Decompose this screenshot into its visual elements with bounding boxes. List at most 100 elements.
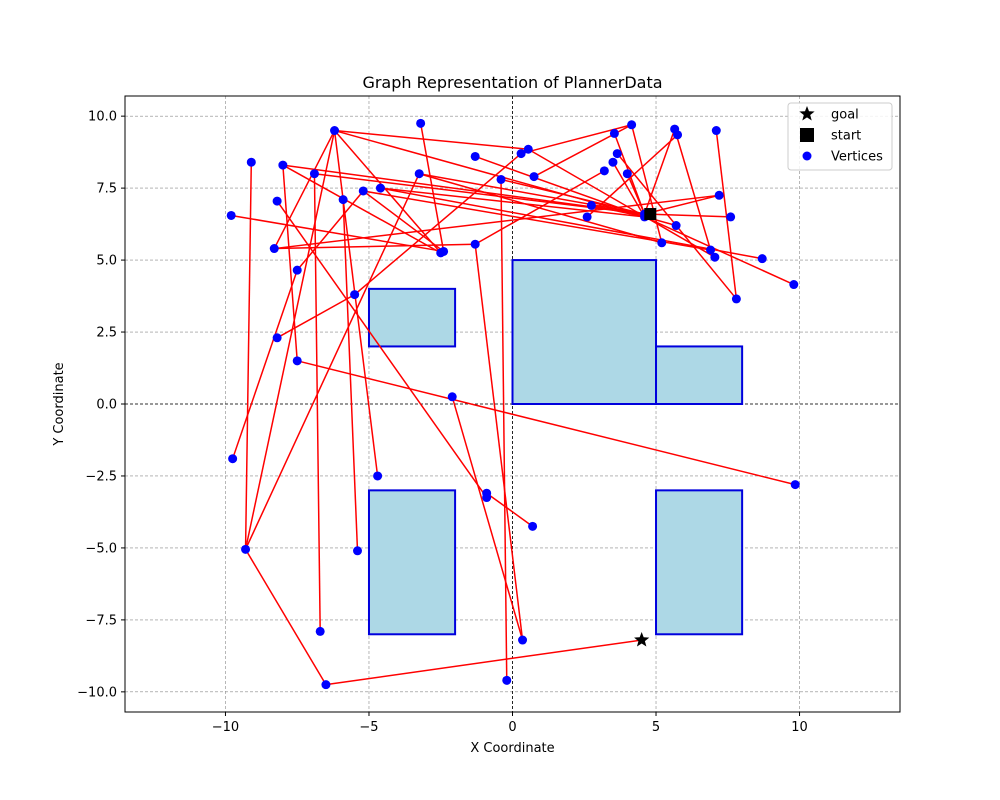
vertex-point: [241, 544, 251, 554]
edge-line: [380, 187, 763, 260]
edge-line: [273, 130, 336, 249]
vertex-point: [278, 160, 288, 170]
vertex-point: [706, 245, 716, 255]
vertex-point: [375, 183, 385, 193]
vertex-point: [292, 265, 302, 275]
edge-line: [673, 128, 712, 251]
obstacles: [367, 259, 744, 636]
vertex-point: [353, 546, 362, 556]
vertex-point: [608, 157, 618, 167]
vertex-point: [673, 130, 683, 140]
edge-line: [362, 190, 445, 253]
obstacle-rect: [655, 345, 744, 405]
x-tick-label: −5: [359, 720, 378, 735]
vertex-point: [790, 480, 800, 490]
vertex-point: [470, 239, 480, 249]
vertex-point: [599, 166, 609, 176]
edge-line: [643, 128, 676, 215]
vertex-point: [309, 169, 319, 179]
start-goal-markers: [634, 208, 657, 647]
y-tick-label: −10.0: [77, 685, 117, 700]
edge-line: [244, 130, 336, 550]
vertex-point: [482, 493, 492, 503]
edge-line: [274, 243, 476, 250]
vertex-point: [470, 151, 480, 161]
edge-line: [419, 172, 662, 244]
edge-line: [276, 200, 488, 498]
vertex-point: [757, 254, 767, 264]
vertex-point: [622, 169, 632, 179]
edge-line: [282, 164, 442, 254]
edge-line: [644, 216, 795, 286]
edge-line: [527, 148, 716, 258]
x-axis-label: X Coordinate: [470, 741, 554, 756]
obstacle-rect: [655, 489, 744, 636]
edge-line: [474, 244, 524, 641]
edge-line: [486, 492, 534, 527]
vertex-point: [269, 244, 279, 254]
vertex-point: [350, 290, 360, 300]
y-tick-label: 2.5: [96, 326, 117, 341]
edge-line: [282, 164, 645, 215]
edge-line: [644, 213, 731, 218]
vertex-point: [726, 212, 736, 222]
edge-line: [313, 173, 321, 632]
vertex-point: [529, 172, 539, 182]
vertex-point: [711, 126, 721, 136]
edge-line: [354, 152, 522, 296]
obstacle-rect: [511, 259, 658, 405]
vertex-point: [272, 333, 282, 343]
edge-line: [715, 130, 738, 300]
graph-vertices: [226, 118, 800, 690]
vertex-point: [516, 149, 526, 159]
start-marker: [644, 208, 657, 221]
axis-ticks: −10 −5 0 5 10 −10.0 −7.5 −5.0 −2.5 0.0 2.5 5.0 7.5 10…: [77, 110, 808, 735]
vertex-point: [710, 252, 720, 262]
edge-line: [380, 187, 645, 218]
edge-line: [231, 269, 298, 459]
legend-goal-marker: [799, 106, 815, 121]
edge-line: [244, 173, 420, 550]
vertex-point: [321, 680, 331, 690]
vertex-point: [439, 246, 449, 256]
vertex-point: [528, 521, 538, 531]
vertex-point: [586, 200, 596, 210]
y-tick-label: 0.0: [96, 398, 117, 413]
vertex-point: [358, 186, 368, 196]
legend-label: start: [831, 129, 861, 144]
edge-line: [333, 130, 379, 477]
x-tick-label: 0: [508, 720, 516, 735]
edge-line: [612, 161, 646, 218]
y-tick-label: −2.5: [85, 469, 117, 484]
edge-line: [644, 194, 720, 215]
edge-line: [419, 172, 645, 215]
chart-title: Graph Representation of PlannerData: [362, 73, 662, 92]
vertex-point: [612, 149, 622, 159]
edge-line: [474, 170, 605, 245]
edge-line: [244, 162, 253, 550]
vertex-point: [518, 635, 528, 645]
edge-line: [500, 179, 508, 681]
vertex-point: [447, 392, 457, 402]
legend-box: [787, 102, 893, 171]
vertex-point: [330, 126, 340, 136]
vertex-point: [502, 675, 512, 685]
vertex-point: [416, 118, 426, 128]
edge-line: [451, 396, 524, 641]
graph-edges: [231, 123, 796, 686]
vertex-point: [671, 221, 681, 231]
legend-label: goal: [831, 108, 859, 123]
x-tick-label: −10: [212, 720, 239, 735]
vertex-point: [246, 157, 256, 167]
legend-label: Vertices: [831, 150, 883, 165]
x-tick-label: 5: [652, 720, 660, 735]
vertex-point: [789, 280, 799, 290]
vertex-point: [523, 144, 533, 154]
edge-line: [342, 199, 359, 551]
edge-line: [591, 204, 645, 218]
edge-line: [325, 639, 642, 686]
goal-marker: [634, 632, 650, 647]
vertex-point: [657, 238, 667, 248]
vertex-point: [228, 454, 238, 464]
